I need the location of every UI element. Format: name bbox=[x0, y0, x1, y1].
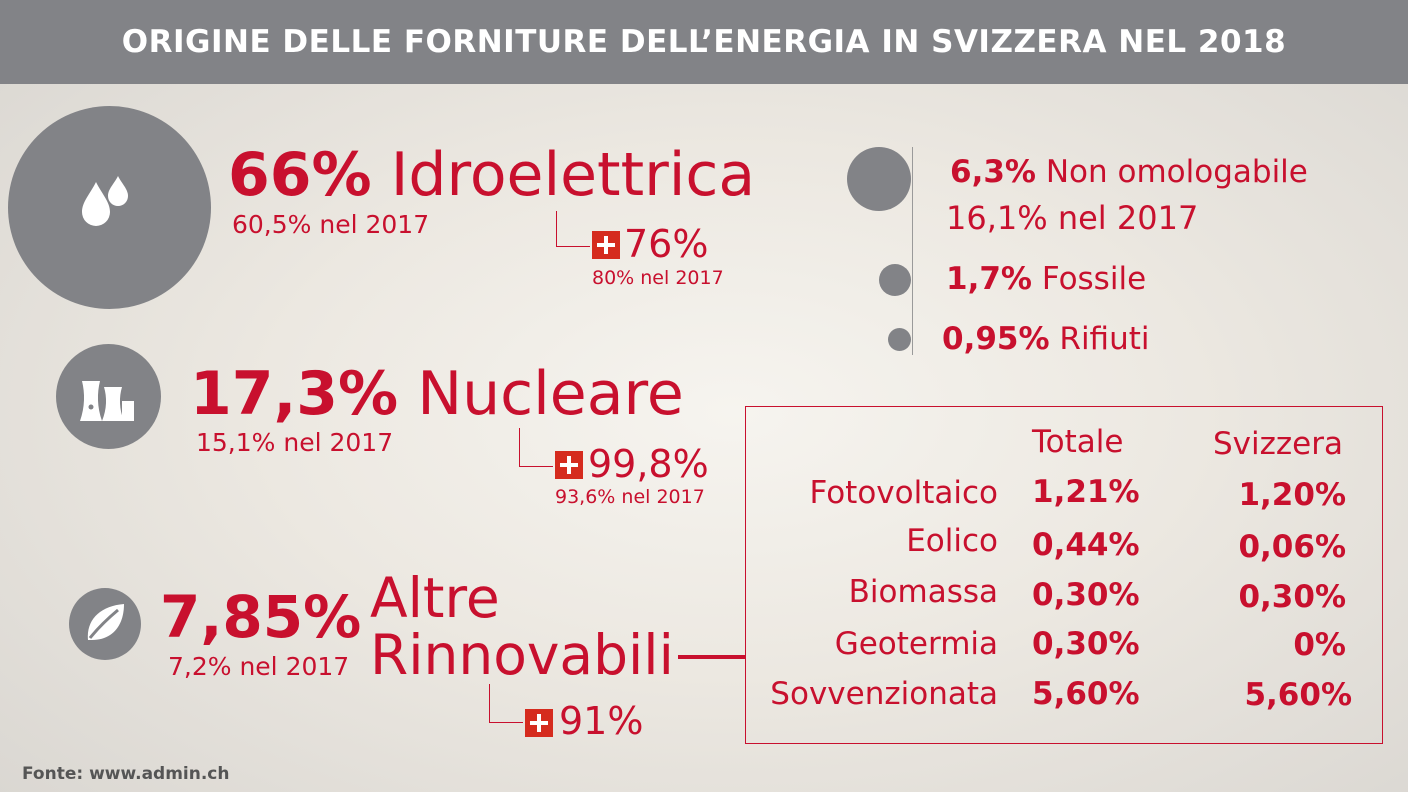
renewables-name: Altre Rinnovabili bbox=[370, 570, 674, 684]
hydro-swiss-prev: 80% nel 2017 bbox=[592, 267, 724, 289]
nuclear-name: Nucleare bbox=[417, 359, 684, 429]
hydro-name: Idroelettrica bbox=[390, 140, 756, 210]
table-row-svizzera: 5,60% bbox=[1244, 677, 1352, 713]
table-row-totale: 0,44% bbox=[1032, 527, 1140, 563]
nuclear-prev: 15,1% nel 2017 bbox=[196, 428, 394, 457]
non-omologabile-pct: 6,3% bbox=[950, 154, 1036, 190]
page-title: ORIGINE DELLE FORNITURE DELL’ENERGIA IN … bbox=[121, 24, 1287, 60]
swiss-flag-icon bbox=[525, 709, 553, 737]
swiss-flag-icon bbox=[592, 231, 620, 259]
non-omologabile-prev: 16,1% nel 2017 bbox=[946, 199, 1199, 237]
nuclear-pct: 17,3% bbox=[190, 359, 399, 429]
hydro-heading: 66% Idroelettrica bbox=[228, 145, 755, 205]
swiss-flag-icon bbox=[555, 451, 583, 479]
table-row-totale: 1,21% bbox=[1032, 474, 1140, 510]
hydro-connector-h bbox=[556, 246, 590, 247]
fossile-name: Fossile bbox=[1041, 261, 1147, 297]
renewables-swiss-pct: 91% bbox=[559, 699, 644, 743]
hydro-pct: 66% bbox=[228, 140, 372, 210]
hydro-prev: 60,5% nel 2017 bbox=[232, 210, 430, 239]
nuclear-swiss-prev: 93,6% nel 2017 bbox=[555, 486, 705, 508]
renewables-name-line2: Rinnovabili bbox=[370, 623, 674, 687]
hydro-connector-v bbox=[556, 211, 557, 246]
renewables-name-line1: Altre bbox=[370, 566, 500, 630]
fossile-pct: 1,7% bbox=[946, 261, 1032, 297]
table-row-svizzera: 0,06% bbox=[1238, 529, 1346, 565]
table-row-label: Geotermia bbox=[834, 626, 998, 662]
table-row-label: Fotovoltaico bbox=[809, 475, 998, 511]
leaf-icon bbox=[87, 604, 124, 640]
table-row-label: Eolico bbox=[906, 523, 998, 559]
nuclear-plant-icon bbox=[80, 381, 134, 421]
table-row-svizzera: 0,30% bbox=[1238, 579, 1346, 615]
nuclear-connector-h bbox=[519, 466, 553, 467]
table-header-svizzera: Svizzera bbox=[1213, 426, 1343, 462]
renewables-connector-v bbox=[489, 684, 490, 722]
minor-divider bbox=[912, 147, 913, 355]
hydro-circle bbox=[8, 106, 211, 309]
nuclear-connector-v bbox=[519, 428, 520, 466]
hydro-swiss-pct: 76% bbox=[624, 222, 709, 266]
rifiuti-pct: 0,95% bbox=[942, 321, 1050, 357]
table-row-label: Biomassa bbox=[848, 574, 998, 610]
renewables-prev: 7,2% nel 2017 bbox=[168, 652, 350, 681]
header-bar: ORIGINE DELLE FORNITURE DELL’ENERGIA IN … bbox=[0, 0, 1408, 84]
table-row-svizzera: 0% bbox=[1293, 627, 1346, 663]
rifiuti-dot bbox=[888, 328, 911, 351]
minor-item-rifiuti: 0,95% Rifiuti bbox=[942, 321, 1150, 357]
rifiuti-name: Rifiuti bbox=[1059, 321, 1150, 357]
renewables-table-connector bbox=[678, 655, 746, 659]
non-omologabile-dot bbox=[847, 147, 911, 211]
renewables-pct: 7,85% bbox=[160, 583, 362, 651]
nuclear-heading: 17,3% Nucleare bbox=[190, 364, 684, 424]
table-row-svizzera: 1,20% bbox=[1238, 477, 1346, 513]
minor-item-non-omologabile: 6,3% Non omologabile bbox=[950, 154, 1308, 190]
water-drops-icon bbox=[82, 176, 128, 226]
table-row-totale: 0,30% bbox=[1032, 626, 1140, 662]
table-row-totale: 0,30% bbox=[1032, 577, 1140, 613]
renewables-table bbox=[745, 406, 1383, 744]
nuclear-swiss-pct: 99,8% bbox=[588, 442, 709, 486]
non-omologabile-name: Non omologabile bbox=[1045, 154, 1308, 190]
table-row-label: Sovvenzionata bbox=[770, 676, 998, 712]
minor-item-fossile: 1,7% Fossile bbox=[946, 261, 1146, 297]
renewables-connector-h bbox=[489, 722, 523, 723]
table-row-totale: 5,60% bbox=[1032, 676, 1140, 712]
table-header-totale: Totale bbox=[1032, 424, 1124, 460]
source-note: Fonte: www.admin.ch bbox=[22, 764, 230, 784]
fossile-dot bbox=[879, 264, 911, 296]
